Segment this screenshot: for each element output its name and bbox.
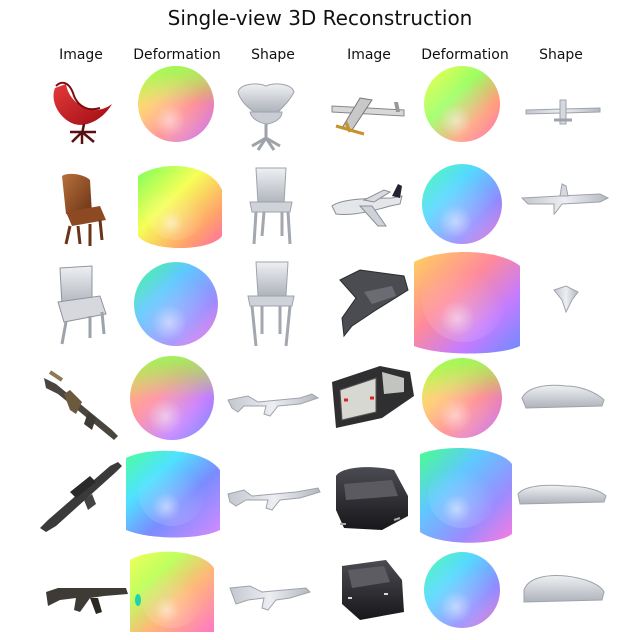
shape-leather-chair: [249, 167, 293, 245]
shape-pickup-truck: [521, 384, 605, 409]
image-black-suv: [342, 560, 404, 620]
column-header-shape-left: Shape: [251, 47, 295, 63]
image-ak-rifle: [46, 588, 128, 614]
deformation-sphere-2: [138, 165, 222, 248]
shape-red-swivel-chair: [237, 83, 295, 151]
column-header-image-right: Image: [347, 47, 391, 63]
deformation-sphere-7: [424, 66, 500, 142]
deformation-sphere-12: [424, 552, 500, 628]
deformation-sphere-8: [422, 164, 502, 244]
image-pickup-truck: [332, 366, 414, 428]
deformation-sphere-10: [422, 358, 502, 438]
shape-airliner: [520, 183, 610, 216]
deformation-sphere-4: [130, 356, 214, 440]
image-stealth-jet: [339, 269, 409, 338]
image-brown-leather-chair: [62, 173, 106, 246]
deformation-sphere-5: [126, 450, 220, 538]
shape-gray-chair: [247, 261, 295, 347]
image-airliner: [331, 184, 403, 227]
column-header-deformation-right: Deformation: [421, 47, 509, 63]
deformation-sphere-1: [138, 66, 214, 142]
image-propeller-plane: [331, 97, 405, 136]
shape-assault-rifle: [227, 393, 320, 417]
deformation-sphere-3: [134, 262, 218, 346]
deformation-sphere-11: [420, 448, 512, 543]
shape-black-sedan: [517, 484, 607, 505]
shape-propeller-plane: [525, 99, 601, 125]
deformation-sphere-6: [130, 551, 214, 632]
shape-stealth-jet: [553, 285, 579, 314]
shape-black-suv: [523, 575, 605, 603]
image-gray-chair: [57, 265, 107, 345]
image-assault-rifle: [44, 370, 118, 440]
shape-ak-rifle: [229, 585, 311, 611]
image-black-sedan: [336, 467, 408, 530]
image-red-swivel-chair: [53, 81, 112, 144]
column-header-shape-right: Shape: [539, 47, 583, 63]
column-header-deformation-left: Deformation: [133, 47, 221, 63]
column-header-image-left: Image: [59, 47, 103, 63]
shape-sniper-rifle: [227, 487, 321, 511]
deformation-sphere-9: [414, 251, 520, 354]
page-title: Single-view 3D Reconstruction: [167, 6, 473, 30]
image-sniper-rifle: [40, 462, 122, 532]
